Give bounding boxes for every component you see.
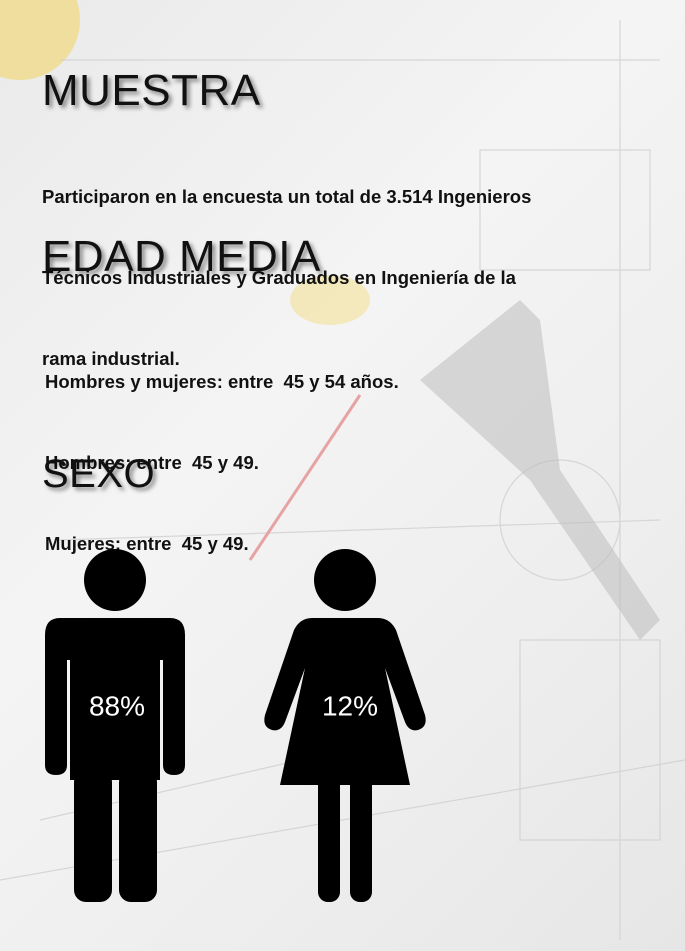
page: MUESTRA Participaron en la encuesta un t… xyxy=(0,0,685,951)
woman-icon xyxy=(264,549,425,902)
percentage-label: 12% xyxy=(322,690,378,721)
percentage-label: 88% xyxy=(89,690,145,721)
man-icon xyxy=(45,549,185,902)
gender-figures: 88% 12% xyxy=(0,0,685,951)
